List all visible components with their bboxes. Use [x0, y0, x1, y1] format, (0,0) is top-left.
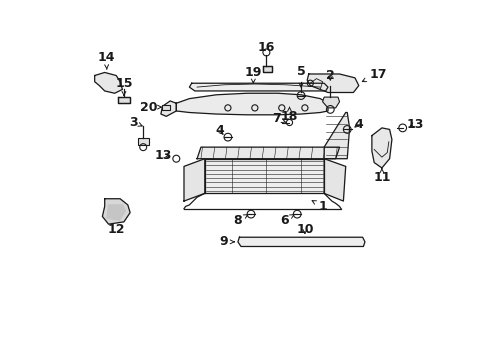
Polygon shape: [322, 97, 339, 108]
Text: 11: 11: [372, 168, 390, 184]
Text: 17: 17: [362, 68, 386, 82]
Text: 14: 14: [97, 50, 115, 69]
Polygon shape: [95, 72, 122, 93]
Polygon shape: [138, 138, 148, 145]
Text: 6: 6: [279, 214, 293, 227]
Polygon shape: [262, 66, 271, 72]
Text: 3: 3: [129, 116, 142, 129]
Text: 7: 7: [271, 112, 285, 125]
Text: 2: 2: [325, 69, 334, 82]
Text: 1: 1: [311, 200, 326, 213]
Polygon shape: [324, 159, 345, 201]
Polygon shape: [204, 159, 324, 193]
Text: 19: 19: [244, 66, 262, 83]
Text: 4: 4: [215, 124, 224, 137]
Polygon shape: [176, 93, 327, 115]
Polygon shape: [102, 199, 130, 224]
Text: 13: 13: [406, 118, 423, 131]
Polygon shape: [161, 101, 176, 116]
Polygon shape: [197, 147, 339, 159]
Text: 10: 10: [296, 223, 313, 236]
Polygon shape: [371, 128, 391, 168]
Text: 4: 4: [354, 118, 363, 131]
Polygon shape: [324, 112, 349, 159]
Polygon shape: [189, 83, 327, 91]
Text: 5: 5: [296, 65, 305, 87]
Polygon shape: [162, 105, 170, 110]
Text: 15: 15: [115, 77, 132, 95]
Text: 16: 16: [257, 41, 275, 54]
Text: 8: 8: [233, 214, 247, 227]
Polygon shape: [306, 74, 358, 93]
Polygon shape: [238, 237, 364, 247]
Polygon shape: [118, 97, 130, 103]
Polygon shape: [183, 159, 204, 201]
Text: 12: 12: [107, 223, 125, 236]
Polygon shape: [107, 205, 125, 220]
Text: 20: 20: [140, 100, 161, 114]
Text: 9: 9: [219, 235, 234, 248]
Text: 18: 18: [280, 107, 298, 123]
Text: 13: 13: [154, 149, 172, 162]
